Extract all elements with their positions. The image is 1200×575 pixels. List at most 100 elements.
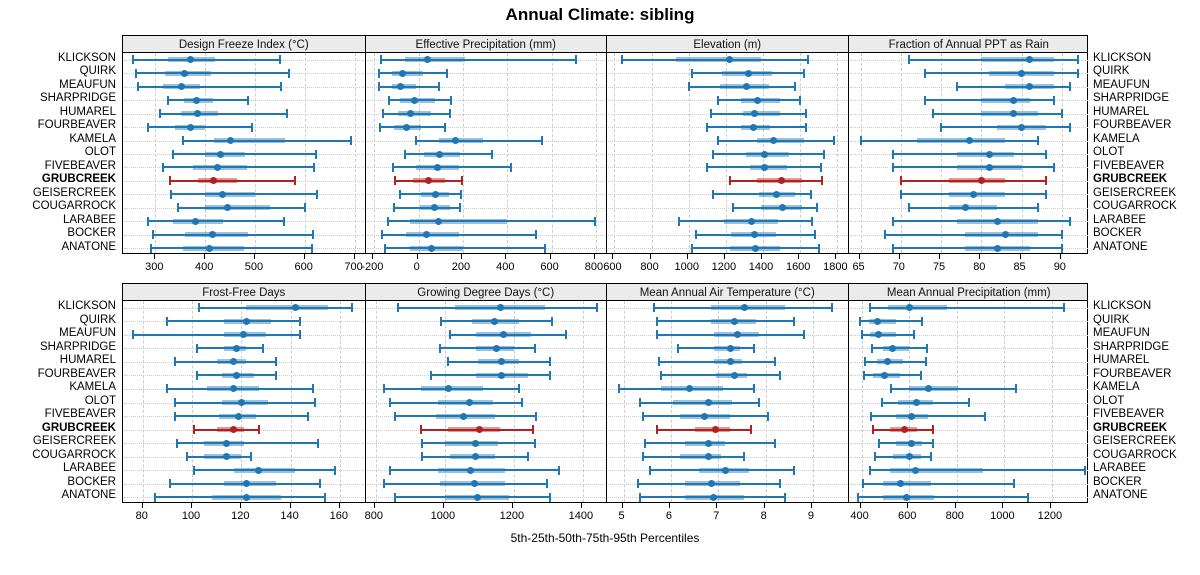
median-dot [491,317,499,325]
iqr-band [673,400,733,405]
whisker-endcap [1044,189,1047,199]
median-dot [873,317,881,325]
axis-tick-label: 1200 [711,261,737,273]
percentile-whisker [656,320,795,323]
median-dot [444,385,452,393]
median-dot [193,96,201,104]
whisker-endcap [1052,95,1055,105]
percentile-whisker [872,347,927,350]
whisker-endcap [1015,384,1018,394]
whisker-endcap [564,330,567,340]
whisker-endcap [706,162,709,172]
whisker-endcap [678,216,681,226]
whisker-endcap [449,330,452,340]
axis-tick-label: 1400 [748,261,774,273]
median-dot [993,217,1001,225]
site-label-right: BOCKER [1093,227,1142,240]
percentile-whisker [688,85,795,88]
axis-tick [716,503,718,508]
panel-plot-strip [122,52,1088,254]
whisker-endcap [641,411,644,421]
axis-tick-label: 1200 [1037,510,1063,522]
whisker-endcap [593,216,596,226]
percentile-whisker [711,112,806,115]
whisker-endcap [159,109,162,119]
whisker-endcap [695,230,698,240]
median-dot [402,123,410,131]
iqr-band [742,111,780,117]
site-label-right: GRUBCREEK [1093,421,1168,434]
whisker-endcap [198,303,201,313]
whisker-endcap [1036,203,1039,213]
median-dot [230,358,238,366]
axis-tick [191,503,192,508]
whisker-endcap [821,176,824,186]
whisker-endcap [393,411,396,421]
median-dot [965,137,973,145]
whisker-endcap [393,492,396,502]
whisker-endcap [743,452,746,462]
whisker-endcap [314,398,317,407]
percentile-whisker [199,306,353,309]
median-dot [705,439,713,447]
site-label-right: FOURBEAVER [1093,367,1172,380]
iqr-band [869,332,897,338]
whisker-endcap [316,438,319,448]
whisker-endcap [811,216,814,226]
whisker-endcap [274,357,277,367]
percentile-whisker [908,206,1038,209]
percentile-whisker [194,428,259,431]
whisker-endcap [1044,149,1047,159]
iqr-band [981,97,1030,103]
median-dot [905,304,913,312]
gridline-vertical [765,301,767,502]
iqr-band [216,427,244,433]
gridline-vertical [1061,53,1063,253]
whisker-endcap [883,230,886,240]
whisker-endcap [880,398,883,407]
panel-title: Effective Precipitation (mm) [415,38,556,51]
percentile-whisker [382,233,537,236]
percentile-whisker [379,126,446,129]
site-label-right: MEAUFUN [1093,78,1150,91]
whisker-endcap [319,479,322,489]
median-dot [430,204,438,212]
median-dot [705,453,713,461]
whisker-endcap [549,370,552,380]
whisker-endcap [378,122,381,132]
whisker-endcap [717,95,720,105]
panel-1-3 [847,301,1090,502]
site-label-left: KLICKSON [57,300,116,313]
whisker-endcap [859,136,862,146]
percentile-whisker [621,58,808,61]
percentile-whisker [862,482,1014,485]
whisker-endcap [333,465,336,475]
panel-title: Fraction of Annual PPT as Rain [888,38,1049,51]
gridline-vertical [354,53,356,253]
whisker-endcap [1084,465,1087,475]
percentile-whisker [881,401,969,404]
row-guide [608,207,847,209]
whisker-endcap [533,343,536,353]
percentile-whisker [148,220,285,223]
whisker-endcap [526,452,529,462]
whisker-endcap [956,82,959,92]
median-dot [210,177,218,185]
site-label-right: OLOT [1093,146,1125,159]
panel-1-2 [606,301,848,502]
median-dot [686,385,694,393]
whisker-endcap [639,398,642,407]
median-dot [177,83,185,91]
percentile-whisker [892,153,1046,155]
iqr-band [438,138,483,144]
iqr-band [205,191,255,197]
site-label-right: COUGARROCK [1093,200,1177,213]
whisker-endcap [728,176,731,186]
percentile-whisker [132,333,301,336]
site-label-right: FIVEBEAVER [1093,408,1165,421]
percentile-whisker [170,193,317,196]
whisker-endcap [687,82,690,92]
whisker-endcap [381,230,384,240]
whisker-endcap [398,189,401,199]
median-dot [223,439,230,447]
